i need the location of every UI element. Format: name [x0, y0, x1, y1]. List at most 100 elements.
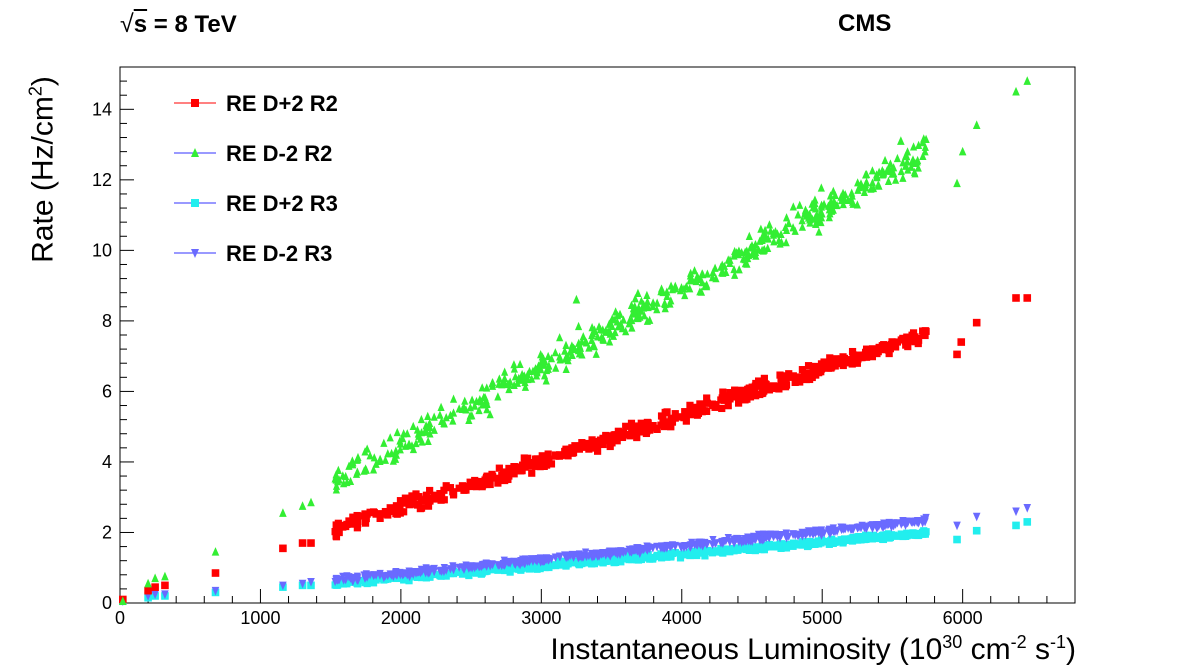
- data-point: [626, 315, 634, 324]
- data-point: [972, 512, 981, 522]
- x-tick-label: 1000: [240, 608, 280, 628]
- data-point: [762, 534, 770, 543]
- data-point: [782, 541, 791, 549]
- data-point: [332, 581, 340, 589]
- data-point: [666, 418, 674, 426]
- data-point: [649, 544, 657, 553]
- data-point: [726, 395, 734, 403]
- data-point: [826, 356, 835, 365]
- data-point: [644, 551, 652, 559]
- data-point: [353, 524, 361, 532]
- data-point: [826, 209, 834, 218]
- data-point: [1012, 521, 1020, 530]
- y-tick-label: 8: [102, 311, 112, 331]
- data-point: [680, 284, 688, 293]
- data-point: [868, 166, 877, 175]
- data-point: [748, 389, 756, 397]
- data-point: [726, 538, 734, 547]
- data-point: [873, 172, 881, 182]
- data-point: [353, 455, 361, 464]
- data-point: [119, 596, 127, 606]
- data-point: [343, 520, 351, 528]
- data-point: [826, 191, 835, 200]
- data-point: [547, 354, 556, 363]
- data-point: [409, 497, 417, 505]
- data-point: [730, 264, 738, 274]
- data-point: [890, 163, 898, 172]
- data-point: [405, 577, 413, 585]
- data-point: [902, 532, 910, 540]
- data-point: [633, 313, 641, 322]
- data-point: [495, 474, 503, 482]
- data-point: [631, 301, 639, 311]
- data-point: [741, 254, 749, 264]
- data-point: [794, 541, 802, 549]
- data-point: [893, 153, 902, 163]
- data-point: [853, 359, 861, 367]
- data-point: [663, 408, 671, 416]
- data-point: [396, 503, 404, 511]
- legend: RE D+2 R2 RE D-2 R2 RE D+2 R3 RE D-2 R3: [174, 91, 338, 266]
- x-tick-label: 4000: [662, 608, 702, 628]
- data-point: [902, 151, 910, 160]
- data-point: [486, 480, 494, 489]
- y-axis-title: Rate (Hz/cm2): [26, 65, 61, 275]
- data-point: [759, 231, 767, 240]
- data-point: [381, 455, 390, 464]
- data-point: [544, 351, 552, 361]
- data-point: [694, 538, 703, 547]
- data-point: [972, 318, 981, 327]
- data-point: [396, 509, 404, 517]
- data-point: [510, 380, 518, 390]
- data-point: [875, 345, 883, 353]
- x-axis-title: Instantaneous Luminosity (1030 cm-2 s-1): [550, 632, 1076, 667]
- data-point: [552, 553, 560, 562]
- data-point: [661, 299, 669, 309]
- data-point: [446, 484, 455, 492]
- data-point: [644, 419, 652, 427]
- data-point: [782, 213, 791, 222]
- data-point: [853, 200, 861, 209]
- data-point: [430, 491, 438, 499]
- data-point: [606, 337, 614, 346]
- data-point: [513, 378, 522, 387]
- data-point: [897, 530, 905, 538]
- legend-label: RE D-2 R3: [226, 241, 332, 266]
- data-point: [759, 536, 767, 545]
- sqrt-symbol: √: [120, 10, 134, 38]
- data-point: [758, 389, 766, 398]
- data-point: [426, 566, 434, 576]
- data-point: [653, 425, 661, 434]
- energy-value: = 8 TeV: [147, 11, 237, 38]
- data-point: [590, 342, 599, 351]
- y-title-end: ): [26, 76, 60, 87]
- data-point: [372, 459, 380, 468]
- data-point: [720, 396, 728, 404]
- data-point: [785, 218, 793, 228]
- data-point: [595, 552, 603, 561]
- data-point: [815, 368, 823, 376]
- data-point: [618, 324, 627, 333]
- data-point: [902, 341, 910, 349]
- data-point: [495, 374, 503, 383]
- x-title-mid2: s: [1026, 633, 1050, 666]
- x-tick-label: 2000: [381, 608, 421, 628]
- y-tick-label: 4: [102, 452, 112, 472]
- data-point: [571, 344, 579, 354]
- data-point: [687, 268, 695, 277]
- data-point: [782, 238, 790, 247]
- data-point: [478, 383, 486, 392]
- data-point: [403, 429, 411, 438]
- data-point: [413, 501, 422, 509]
- data-point: [637, 296, 646, 305]
- data-point: [911, 169, 919, 178]
- x-title-main: Instantaneous Luminosity (10: [550, 633, 943, 666]
- data-point: [353, 511, 361, 520]
- data-point: [639, 302, 647, 312]
- data-point: [752, 379, 760, 388]
- data-point: [735, 265, 743, 274]
- data-point: [770, 532, 778, 541]
- data-point: [848, 188, 856, 197]
- data-point: [726, 389, 734, 397]
- data-point: [354, 517, 362, 526]
